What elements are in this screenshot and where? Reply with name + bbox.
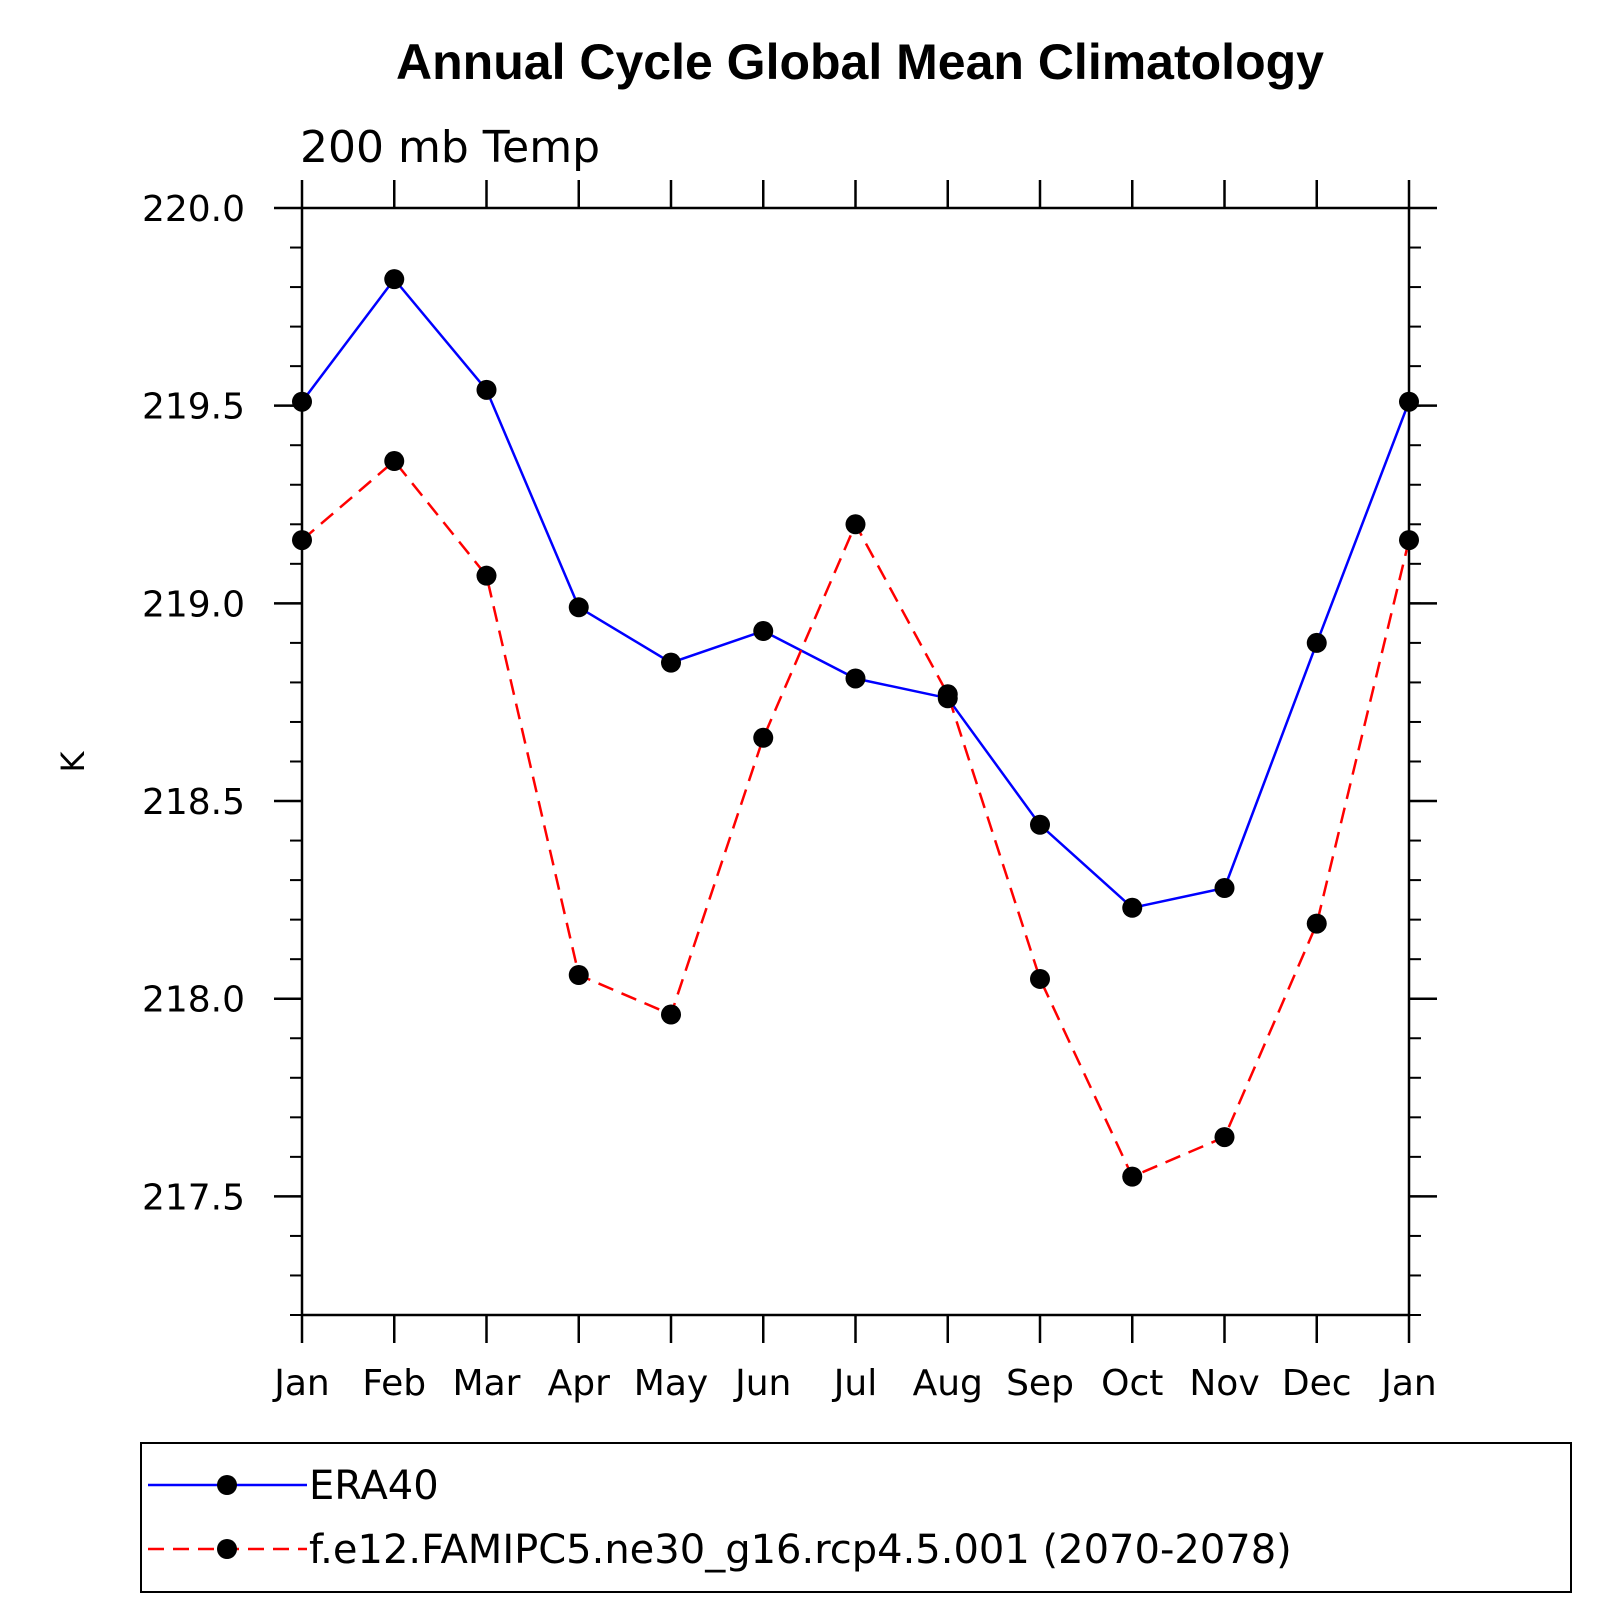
series-1-point <box>476 565 497 586</box>
series-0-point <box>1030 814 1050 835</box>
y-axis-label: K <box>54 750 92 772</box>
series-1-point <box>1214 1127 1235 1148</box>
series-0-point <box>661 652 681 673</box>
x-axis: Jan Feb Mar Apr May Jun Jul Aug Sep Oct Nov Dec Jan <box>272 180 1437 1404</box>
legend-marker-model <box>217 1539 237 1559</box>
series-0-point <box>1399 391 1419 412</box>
series-0-point <box>1306 632 1327 653</box>
x-tick-label: Oct <box>1101 1363 1163 1404</box>
legend-marker-era40 <box>217 1475 237 1495</box>
legend-label-era40: ERA40 <box>309 1463 439 1509</box>
series-0-point <box>384 269 405 290</box>
y-tick-label: 220.0 <box>142 189 245 230</box>
x-tick-label: Mar <box>453 1363 521 1404</box>
y-tick-label: 219.5 <box>142 387 245 428</box>
y-tick-label: 219.0 <box>142 584 245 625</box>
legend-box <box>140 1442 1572 1593</box>
series-1-point <box>1030 968 1050 989</box>
y-axis: 217.5 218.0 218.5 219.0 219.5 220.0 <box>142 189 1437 1316</box>
series-line-0 <box>301 277 1411 910</box>
series-0-point <box>845 668 866 689</box>
chart-subtitle: 200 mb Temp <box>300 122 600 173</box>
x-tick-label: Jan <box>272 1363 330 1404</box>
series-1-point <box>753 727 774 748</box>
x-tick-label: Jan <box>1379 1363 1437 1404</box>
legend-label-model: f.e12.FAMIPC5.ne30_g16.rcp4.5.001 (2070-… <box>309 1527 1292 1573</box>
x-tick-label: May <box>634 1363 708 1404</box>
x-tick-label: Jun <box>733 1363 791 1404</box>
y-tick-label: 217.5 <box>142 1177 245 1218</box>
series-1-point <box>845 514 866 535</box>
series-line-1 <box>301 459 1411 1179</box>
series-0-point <box>1214 878 1235 899</box>
x-tick-label: Dec <box>1282 1363 1352 1404</box>
series-1-point <box>661 1004 681 1025</box>
series-0-point <box>1122 897 1143 918</box>
chart-title: Annual Cycle Global Mean Climatology <box>396 34 1324 90</box>
series-0-point <box>292 391 312 412</box>
series-1-point <box>1306 913 1327 934</box>
series-1-point <box>1399 530 1419 551</box>
x-tick-label: Jul <box>832 1363 877 1404</box>
series-1-point <box>292 530 312 551</box>
series-1-point <box>568 964 589 985</box>
series-1-point <box>1122 1166 1143 1187</box>
series-0-point <box>568 597 589 618</box>
y-tick-label: 218.0 <box>142 980 245 1021</box>
x-tick-label: Nov <box>1189 1363 1259 1404</box>
series-0-point <box>753 621 774 642</box>
x-tick-label: Aug <box>913 1363 983 1404</box>
x-tick-label: Sep <box>1006 1363 1074 1404</box>
y-tick-label: 218.5 <box>142 782 245 823</box>
x-tick-label: Feb <box>362 1363 426 1404</box>
legend: ERA40 f.e12.FAMIPC5.ne30_g16.rcp4.5.001 … <box>140 1442 1572 1593</box>
series-1-point <box>384 451 405 472</box>
x-tick-label: Apr <box>548 1363 610 1404</box>
series-1-point <box>937 684 958 705</box>
series-0-point <box>476 379 497 400</box>
plot-frame <box>300 206 1411 1317</box>
series-layer <box>292 269 1419 1187</box>
